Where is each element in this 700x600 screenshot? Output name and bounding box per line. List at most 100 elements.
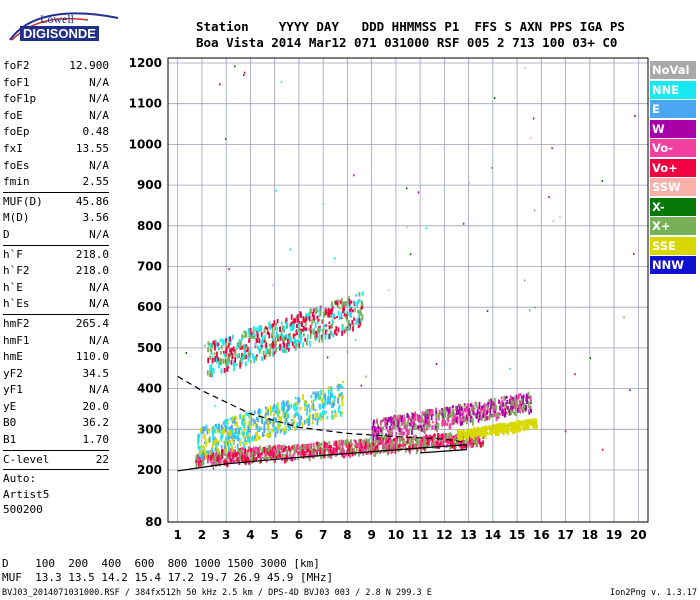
echo-point [273,447,276,454]
echo-point [478,414,481,421]
echo-point [346,444,349,448]
echo-point [338,444,341,448]
echo-point [372,429,375,432]
echo-point [233,365,235,372]
echo-point [323,410,326,415]
echo-point [305,401,308,406]
echo-point [235,363,238,366]
echo-point [300,322,302,326]
echo-point [492,401,495,404]
echo-point [435,440,438,444]
echo-point [471,419,474,426]
echo-point [315,337,317,341]
echo-point [300,452,303,457]
echo-point [197,445,200,449]
param-label: h`F2 [3,264,30,278]
echo-point [493,407,495,411]
echo-point [423,427,426,434]
echo-point [221,338,224,345]
echo-point [311,420,314,425]
logo-swoosh-icon [9,12,119,41]
echo-point [271,341,274,345]
echo-point [304,337,307,342]
echo-point [271,332,274,338]
echo-point [213,441,215,445]
echo-point [323,449,326,453]
echo-point [231,437,234,442]
y-tick-label: 800 [137,219,162,233]
echo-point [463,405,466,408]
echo-point [296,314,299,321]
echo-point [318,327,321,331]
echo-point [248,446,250,452]
echo-point [267,425,269,431]
echo-point [323,441,326,447]
echo-point [496,423,499,428]
echo-point [222,421,225,425]
echo-point [274,444,276,448]
echo-point [506,399,509,405]
echo-point [483,403,486,407]
legend-x--swatch: X- [650,197,696,216]
echo-point [316,393,318,399]
echo-point [336,305,339,309]
echo-point [406,412,409,418]
echo-point [336,449,338,455]
echo-point [253,410,256,414]
echo-point [357,325,360,329]
echo-point [296,340,299,344]
echo-point [238,459,241,465]
echo-point [400,429,403,436]
echo-point [319,329,322,332]
echo-point [502,426,505,432]
echo-point [394,446,397,451]
echo-point [457,433,460,439]
echo-point [212,434,214,440]
echo-point [303,319,306,323]
echo-point [514,403,516,409]
echo-point [263,427,266,434]
echo-point [213,436,216,443]
echo-point [437,432,439,439]
echo-point [215,357,218,363]
echo-point [407,417,410,424]
echo-point [239,347,242,351]
param-value: 36.2 [82,416,110,430]
x-tick-label: 9 [367,528,375,542]
x-tick-label: 10 [388,528,405,542]
echo-point [376,428,379,434]
echo-point [496,430,499,436]
echo-point [240,443,242,447]
y-tick-label: 80 [145,515,162,529]
echo-point [390,427,393,432]
echo-point [248,337,251,342]
echo-point [321,410,324,416]
legend-ssw-swatch: SSW [650,178,696,196]
echo-point [456,416,459,423]
echo-point [530,418,533,423]
echo-point [346,439,349,446]
echo-point [210,352,213,356]
echo-point [234,451,236,458]
echo-point [338,404,341,410]
echo-point [289,248,291,251]
echo-point [237,425,239,432]
echo-point [240,358,243,365]
echo-point [249,360,252,364]
echo-point [415,447,418,454]
echo-point [290,337,292,343]
param-row: hmF2 265.4 [3,316,109,333]
echo-point [477,411,480,415]
echo-point [330,323,333,327]
echo-point [387,289,390,292]
echo-point [322,445,325,451]
echo-point [481,411,484,415]
echo-point [314,408,317,412]
echo-point [353,174,355,177]
echo-point [469,432,472,438]
echo-point [255,417,258,421]
echo-point [273,445,275,448]
echo-point [208,342,211,347]
echo-point [257,419,259,423]
echo-point [462,416,465,419]
